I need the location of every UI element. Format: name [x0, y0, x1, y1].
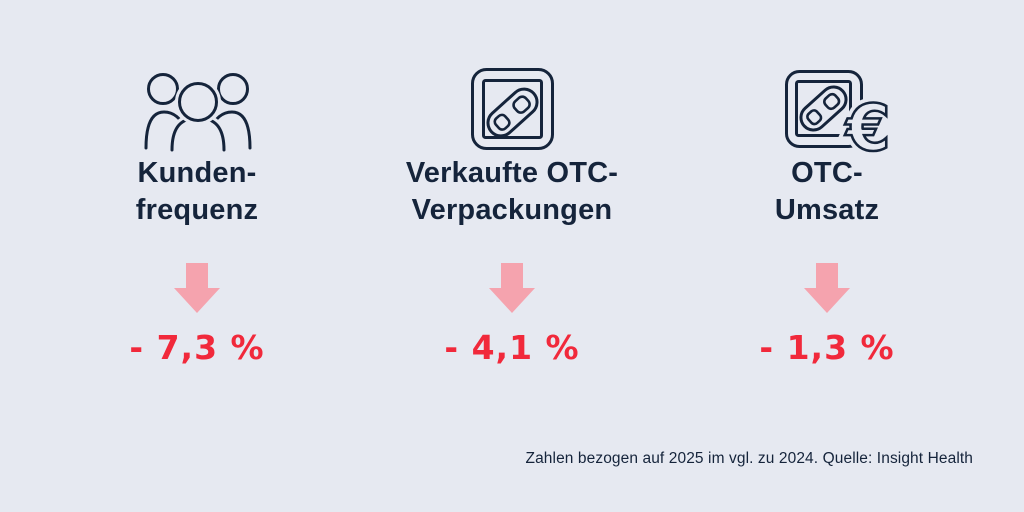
stat-title-line2: frequenz: [135, 194, 259, 226]
svg-text:€: €: [844, 92, 891, 166]
stat-title-line1: OTC-: [791, 157, 863, 189]
stat-title-line2: Umsatz: [774, 194, 880, 226]
stat-value: - 4,1 %: [444, 328, 580, 367]
svg-text:€: €: [844, 92, 891, 166]
stat-value: - 7,3 %: [129, 328, 265, 367]
pill-package-euro-icon: € €: [780, 60, 896, 171]
stat-column-otc-umsatz: € € OTC- Umsatz - 1,3 %: [677, 0, 977, 512]
stat-column-kundenfrequenz: Kunden- frequenz - 7,3 %: [47, 0, 347, 512]
people-group-icon: [140, 60, 256, 155]
stat-title-line1: Kunden-: [137, 157, 257, 189]
down-arrow-icon: [489, 263, 535, 313]
stat-title-line2: Verpackungen: [411, 194, 613, 226]
stat-value: - 1,3 %: [759, 328, 895, 367]
source-note: Zahlen bezogen auf 2025 im vgl. zu 2024.…: [525, 450, 973, 467]
stat-title: Verkaufte OTC- Verpackungen: [362, 155, 662, 229]
stat-column-otc-verpackungen: Verkaufte OTC- Verpackungen - 4,1 %: [362, 0, 662, 512]
stat-title: Kunden- frequenz: [47, 155, 347, 229]
pill-package-icon: [465, 60, 560, 152]
stat-title: OTC- Umsatz: [677, 155, 977, 229]
down-arrow-icon: [804, 263, 850, 313]
down-arrow-icon: [174, 263, 220, 313]
stat-title-line1: Verkaufte OTC-: [405, 157, 619, 189]
